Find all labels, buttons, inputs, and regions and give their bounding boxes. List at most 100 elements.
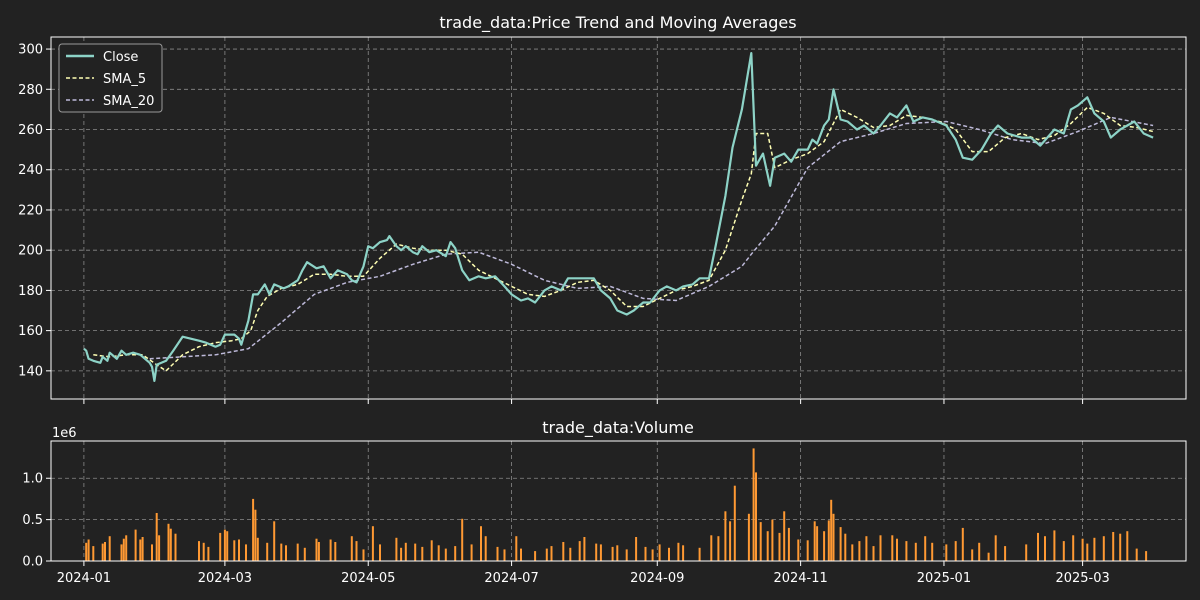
- volume-bar: [104, 542, 106, 561]
- volume-bar: [545, 548, 548, 561]
- price-x-ticks: [83, 399, 1084, 404]
- volume-bar: [724, 511, 727, 561]
- volume-chart-title: trade_data:Volume: [542, 418, 694, 438]
- volume-bar: [285, 545, 287, 561]
- volume-bar: [280, 543, 283, 561]
- volume-bar: [682, 545, 685, 561]
- volume-bar: [233, 540, 236, 561]
- volume-bar: [1126, 531, 1129, 561]
- volume-bar: [896, 538, 898, 561]
- volume-x-axis: 2024-01 2024-03 2024-05 2024-07 2024-09 2024-…: [57, 561, 1110, 586]
- legend-label-close: Close: [103, 50, 138, 65]
- volume-bar: [120, 544, 123, 561]
- x-tick-label: 2025-01: [917, 571, 971, 586]
- volume-bar: [729, 521, 732, 561]
- volume-bar: [971, 549, 974, 561]
- volume-bar: [778, 532, 781, 561]
- volume-bar: [823, 531, 826, 561]
- volume-bar: [813, 521, 816, 561]
- volume-bar: [223, 529, 226, 561]
- volume-bar: [174, 533, 177, 561]
- volume-bar: [562, 542, 565, 561]
- price-y-tick-label: 260: [18, 123, 43, 138]
- volume-bar: [238, 539, 240, 561]
- volume-bar: [599, 544, 602, 561]
- volume-bar: [400, 547, 403, 561]
- x-tick-label: 2024-07: [484, 571, 538, 586]
- volume-bar: [461, 518, 464, 561]
- volume-y-tick-label: 1.0: [22, 472, 43, 487]
- volume-bar: [550, 546, 553, 561]
- volume-bar: [484, 536, 487, 561]
- price-y-axis: 140 160 180 200 220 240 260 280 300: [18, 43, 51, 379]
- volume-bar: [759, 522, 762, 561]
- volume-bar: [125, 535, 128, 561]
- sma-20-line: [149, 116, 1154, 360]
- price-y-tick-label: 220: [18, 203, 43, 218]
- volume-bar: [931, 542, 934, 561]
- x-tick-label: 2024-05: [341, 571, 395, 586]
- volume-bar: [668, 547, 670, 561]
- volume-bar: [252, 498, 255, 561]
- volume-bar: [914, 542, 917, 561]
- volume-bar: [635, 537, 638, 561]
- volume-bar: [437, 545, 440, 561]
- volume-bar: [872, 546, 875, 561]
- close-line: [83, 51, 1154, 382]
- volume-bar: [698, 547, 701, 561]
- price-y-tick-label: 180: [18, 284, 43, 299]
- volume-bar: [616, 545, 619, 561]
- volume-bar: [987, 552, 990, 561]
- volume-bar: [583, 537, 586, 561]
- volume-bar: [879, 535, 882, 561]
- volume-bar: [1044, 536, 1046, 561]
- price-y-tick-label: 200: [18, 244, 43, 259]
- volume-bar: [101, 543, 104, 561]
- price-chart-title: trade_data:Price Trend and Moving Averag…: [439, 13, 796, 33]
- volume-bar: [752, 448, 755, 561]
- volume-bar: [134, 529, 137, 561]
- volume-bar: [1135, 548, 1138, 561]
- volume-bar: [578, 541, 581, 561]
- volume-bar: [169, 528, 172, 561]
- volume-bar: [625, 549, 628, 561]
- sma-5-line: [93, 106, 1154, 372]
- x-tick-label: 2024-11: [773, 571, 827, 586]
- volume-bar: [414, 543, 417, 561]
- volume-bar: [515, 536, 518, 561]
- volume-bar: [198, 541, 200, 561]
- volume-bar: [816, 526, 819, 561]
- volume-bar: [766, 531, 769, 561]
- volume-bar: [1081, 538, 1084, 561]
- volume-bar: [747, 513, 750, 561]
- volume-bar: [978, 542, 981, 561]
- legend-box: [58, 43, 163, 113]
- volume-bar: [1093, 537, 1096, 561]
- price-y-tick-label: 240: [18, 163, 43, 178]
- volume-bar: [334, 542, 337, 561]
- volume-bar: [371, 526, 374, 561]
- price-y-tick-label: 140: [18, 364, 43, 379]
- volume-bar: [827, 520, 830, 561]
- volume-scale-offset: 1e6: [52, 426, 77, 441]
- volume-bar: [362, 549, 365, 561]
- volume-bar: [797, 539, 800, 561]
- volume-bar: [317, 542, 320, 561]
- volume-bar: [158, 535, 161, 561]
- volume-bar: [254, 509, 257, 561]
- volume-bar: [611, 546, 614, 561]
- volume-bar: [207, 546, 210, 561]
- volume-bar: [273, 521, 276, 561]
- volume-bar: [595, 543, 598, 561]
- volume-bars: [85, 448, 1148, 561]
- volume-bar: [350, 536, 353, 561]
- volume-bar: [141, 537, 144, 561]
- volume-bar: [226, 531, 229, 561]
- x-tick-label: 2025-03: [1055, 571, 1109, 586]
- volume-bar: [832, 513, 835, 561]
- volume-bar: [771, 519, 774, 561]
- volume-bar: [787, 527, 790, 561]
- price-axes-frame: [50, 36, 1187, 400]
